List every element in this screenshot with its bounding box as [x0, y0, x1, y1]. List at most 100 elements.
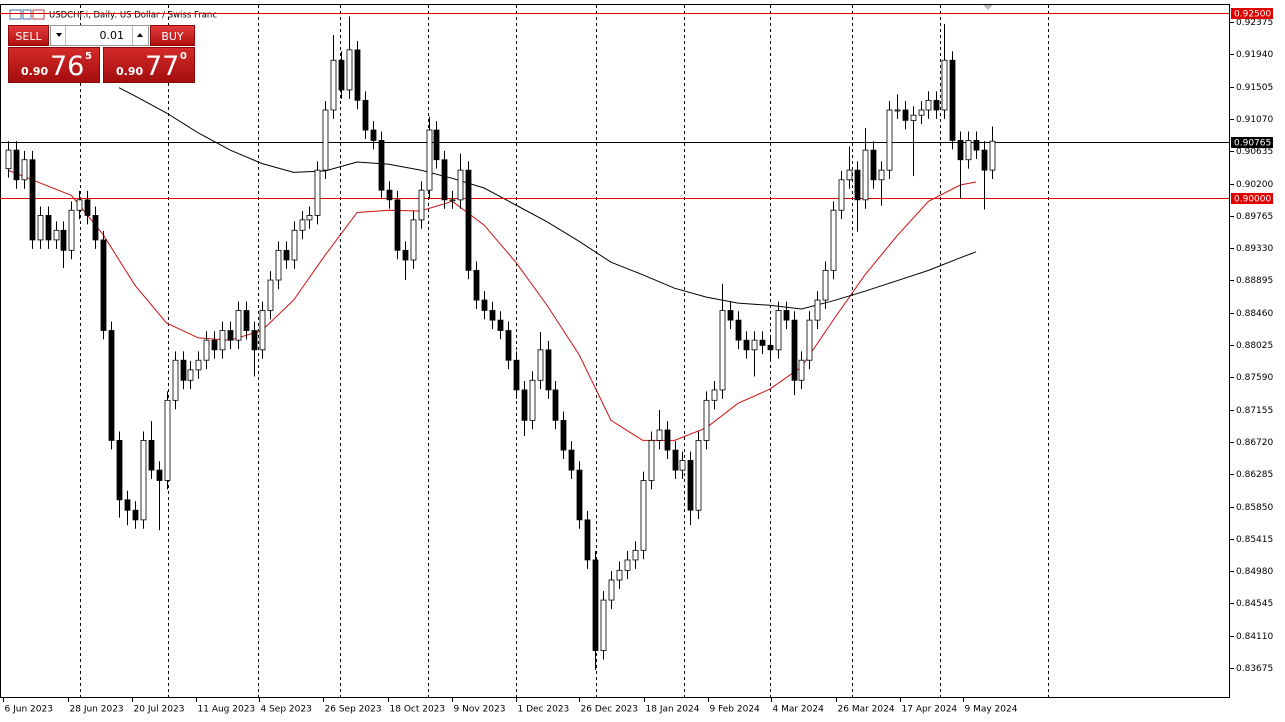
candle-body	[735, 319, 742, 341]
buy-button[interactable]: BUY	[150, 25, 195, 46]
lot-size[interactable]: 0.01	[50, 25, 149, 46]
candle-body	[203, 339, 210, 361]
candle-body	[433, 129, 440, 161]
y-tick-label: 0.91070	[1236, 115, 1273, 125]
y-tick-label: 0.89330	[1236, 244, 1273, 254]
candle-body	[92, 215, 99, 241]
candle-body	[338, 59, 345, 91]
lot-value[interactable]: 0.01	[99, 29, 125, 42]
candle-body	[259, 310, 266, 351]
x-tick-label: 18 Oct 2023	[390, 705, 446, 715]
candle-body	[60, 229, 67, 251]
candle-body	[537, 349, 544, 381]
moving-average	[118, 87, 977, 310]
candle-body	[449, 199, 456, 202]
candle-body	[132, 509, 139, 521]
candle-body	[473, 269, 480, 301]
candle-body	[989, 140, 996, 171]
y-tick-label: 0.88025	[1236, 341, 1273, 351]
price-big: 76	[50, 51, 85, 82]
candle-body	[743, 339, 750, 351]
candle-body	[13, 149, 20, 181]
candle-body	[410, 219, 417, 261]
y-tick-label: 0.87155	[1236, 406, 1273, 416]
chart-title: USDCHF.i, Daily: US Dollar / Swiss Franc	[49, 11, 217, 21]
candle-body	[116, 440, 123, 501]
candle-body	[560, 419, 567, 451]
candle-body	[584, 519, 591, 561]
icon	[9, 9, 22, 20]
y-tick-label: 0.86285	[1236, 470, 1273, 480]
candle-body	[426, 129, 433, 191]
bid-price[interactable]: 0.90 76 5	[8, 47, 100, 83]
candle-body	[291, 229, 298, 261]
candle-body	[68, 209, 75, 251]
candle-body	[5, 149, 12, 170]
candle-body	[902, 109, 909, 121]
y-tick-label: 0.84110	[1236, 632, 1273, 642]
candle-body	[695, 440, 702, 511]
y-tick-label: 0.86720	[1236, 438, 1273, 448]
sell-button[interactable]: SELL	[8, 25, 49, 46]
candle-body	[957, 140, 964, 161]
y-tick-label: 0.88895	[1236, 276, 1273, 286]
candle-body	[965, 140, 972, 161]
divider	[65, 26, 66, 45]
candle-body	[910, 114, 917, 121]
candle-body	[275, 249, 282, 281]
price-prefix: 0.90	[21, 65, 49, 78]
candle-body	[727, 310, 734, 321]
x-tick-label: 4 Sep 2023	[261, 705, 312, 715]
candle-body	[180, 359, 187, 381]
candle-body	[894, 109, 901, 112]
candle-body	[806, 319, 813, 361]
x-tick-label: 11 Aug 2023	[198, 705, 256, 715]
candle-body	[505, 330, 512, 361]
candle-body	[370, 129, 377, 141]
candle-body	[306, 215, 313, 221]
y-tick-label: 0.87590	[1236, 373, 1273, 383]
candle-body	[314, 169, 321, 216]
candle-body	[576, 469, 583, 521]
price-point: 5	[85, 51, 92, 62]
candle-body	[981, 149, 988, 171]
x-tick-label: 26 Mar 2024	[838, 705, 895, 715]
candle-body	[140, 440, 147, 521]
candle-body	[251, 330, 258, 351]
candle-body	[711, 389, 718, 401]
price-level-label: 0.90765	[1234, 139, 1271, 149]
candle-body	[457, 169, 464, 201]
candle-body	[949, 59, 956, 141]
candle-body	[211, 339, 218, 351]
candle-body	[719, 310, 726, 391]
candle-body	[322, 109, 329, 171]
candle-body	[156, 469, 163, 481]
candle-body	[378, 140, 385, 191]
x-tick-label: 9 Nov 2023	[454, 705, 506, 715]
candle-body	[299, 219, 306, 231]
candle-body	[886, 109, 893, 171]
candle-body	[243, 310, 250, 331]
candle-body	[664, 429, 671, 451]
candle-body	[822, 269, 829, 301]
candle-body	[37, 215, 44, 241]
candle-body	[219, 330, 226, 351]
candle-body	[386, 189, 393, 201]
candle-body	[53, 229, 60, 241]
candle-body	[148, 440, 155, 471]
candle-body	[513, 359, 520, 391]
x-tick-label: 26 Sep 2023	[325, 705, 382, 715]
candle-body	[164, 399, 171, 481]
candle-body	[187, 369, 194, 381]
ask-price[interactable]: 0.90 77 0	[103, 47, 195, 83]
increase-arrow[interactable]	[137, 33, 143, 37]
candle-body	[283, 249, 290, 261]
candle-body	[124, 499, 131, 511]
candle-body	[465, 169, 472, 271]
decrease-arrow[interactable]	[56, 33, 62, 37]
candle-body	[798, 359, 805, 381]
candle-body	[545, 349, 552, 391]
x-tick-label: 18 Jan 2024	[646, 705, 700, 715]
x-tick-label: 9 Feb 2024	[710, 705, 761, 715]
